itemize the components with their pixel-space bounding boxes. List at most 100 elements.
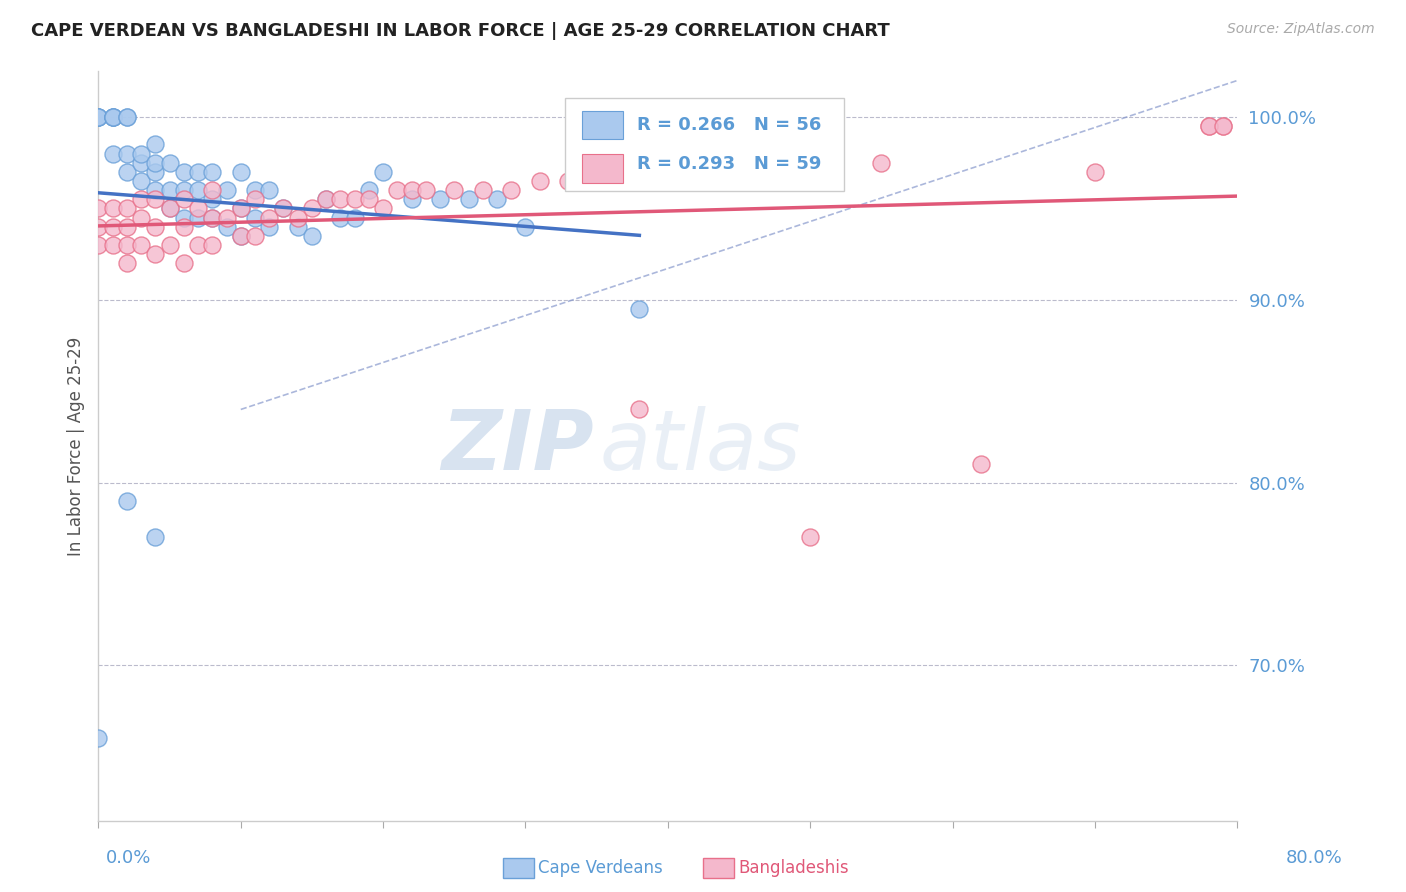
Point [173, 192, 195, 206]
Text: CAPE VERDEAN VS BANGLADESHI IN LABOR FORCE | AGE 25-29 CORRELATION CHART: CAPE VERDEAN VS BANGLADESHI IN LABOR FOR… [31, 22, 890, 40]
Y-axis label: In Labor Force | Age 25-29: In Labor Force | Age 25-29 [66, 336, 84, 556]
Point [486, 192, 509, 206]
Point [315, 192, 337, 206]
Point [301, 202, 323, 216]
Text: R = 0.266   N = 56: R = 0.266 N = 56 [637, 116, 821, 134]
Point [229, 202, 252, 216]
Point [129, 238, 152, 252]
Point [129, 211, 152, 225]
Point [401, 192, 423, 206]
Point [145, 183, 167, 197]
Point [101, 238, 124, 252]
Point [101, 110, 124, 124]
Point [101, 146, 124, 161]
Point [259, 219, 281, 234]
Point [87, 110, 110, 124]
Point [373, 165, 395, 179]
Point [628, 165, 651, 179]
Point [115, 238, 138, 252]
Point [457, 192, 479, 206]
Point [301, 228, 323, 243]
Point [115, 219, 138, 234]
Point [115, 256, 138, 270]
Point [101, 202, 124, 216]
Point [243, 228, 266, 243]
Point [201, 211, 224, 225]
Point [443, 183, 465, 197]
Point [159, 183, 181, 197]
Point [287, 219, 309, 234]
Point [101, 219, 124, 234]
Point [201, 238, 224, 252]
Point [87, 202, 110, 216]
Point [343, 192, 366, 206]
Point [187, 165, 209, 179]
Point [273, 202, 295, 216]
FancyBboxPatch shape [565, 97, 845, 191]
Text: Bangladeshis: Bangladeshis [738, 859, 849, 877]
Point [357, 183, 380, 197]
Text: 0.0%: 0.0% [105, 849, 150, 867]
Point [287, 211, 309, 225]
Point [129, 174, 152, 188]
Point [187, 238, 209, 252]
Point [415, 183, 437, 197]
Point [145, 219, 167, 234]
Point [515, 219, 537, 234]
Point [215, 183, 238, 197]
Point [187, 211, 209, 225]
Point [259, 183, 281, 197]
Text: Cape Verdeans: Cape Verdeans [538, 859, 664, 877]
Point [229, 202, 252, 216]
Point [215, 211, 238, 225]
Point [799, 530, 821, 544]
Point [201, 192, 224, 206]
Point [1084, 165, 1107, 179]
Point [101, 110, 124, 124]
Point [145, 137, 167, 152]
Point [159, 202, 181, 216]
Point [243, 211, 266, 225]
Point [159, 155, 181, 169]
Point [115, 110, 138, 124]
Point [243, 183, 266, 197]
Point [87, 219, 110, 234]
Point [87, 731, 110, 746]
Point [373, 202, 395, 216]
Point [173, 256, 195, 270]
Point [87, 110, 110, 124]
Point [799, 155, 821, 169]
Point [115, 202, 138, 216]
Point [529, 174, 551, 188]
Point [329, 211, 352, 225]
Point [201, 211, 224, 225]
Point [401, 183, 423, 197]
Point [145, 165, 167, 179]
Point [173, 219, 195, 234]
Point [243, 192, 266, 206]
Point [87, 238, 110, 252]
Point [115, 146, 138, 161]
Point [429, 192, 451, 206]
Point [145, 530, 167, 544]
Point [129, 192, 152, 206]
Point [343, 211, 366, 225]
FancyBboxPatch shape [582, 153, 623, 183]
Point [215, 219, 238, 234]
Point [145, 247, 167, 261]
Point [201, 165, 224, 179]
Point [501, 183, 523, 197]
Point [145, 155, 167, 169]
Point [387, 183, 409, 197]
Point [273, 202, 295, 216]
Point [1198, 119, 1220, 133]
Point [259, 211, 281, 225]
Point [870, 155, 893, 169]
Text: ZIP: ZIP [441, 406, 593, 486]
Point [187, 183, 209, 197]
Point [115, 165, 138, 179]
Point [101, 110, 124, 124]
Point [173, 165, 195, 179]
Point [685, 155, 707, 169]
Point [115, 110, 138, 124]
